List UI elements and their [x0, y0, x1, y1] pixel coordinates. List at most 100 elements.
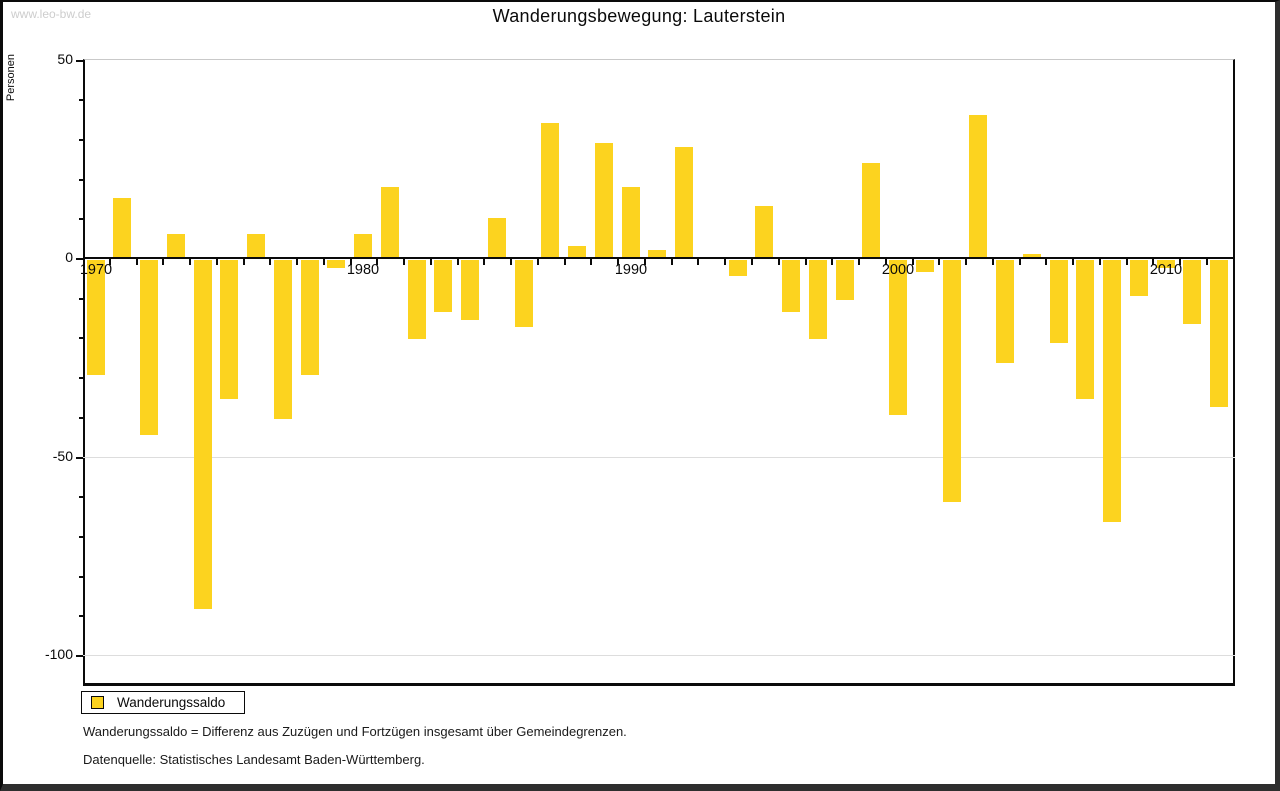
- x-tick-2003-5: [992, 259, 994, 265]
- x-tick-1989-5: [617, 259, 619, 265]
- x-tick-1982-5: [430, 259, 432, 265]
- y-tick-0: [76, 258, 83, 260]
- bar-1980: [354, 234, 372, 258]
- bar-2006: [1050, 260, 1068, 343]
- legend-label: Wanderungssaldo: [117, 695, 226, 710]
- x-tick-2001-5: [938, 259, 940, 265]
- bar-1974: [194, 260, 212, 609]
- x-tick-label-2000: 2000: [881, 262, 915, 278]
- x-tick-1985-5: [510, 259, 512, 265]
- x-tick-1999-5: [885, 259, 887, 265]
- x-tick-1978-5: [323, 259, 325, 265]
- y-tick--40: [79, 417, 83, 419]
- x-tick-1974-5: [216, 259, 218, 265]
- y-tick--10: [79, 298, 83, 300]
- bar-2011: [1183, 260, 1201, 324]
- y-tick--20: [79, 337, 83, 339]
- y-axis-label: Personen: [5, 54, 17, 102]
- bar-2003: [969, 115, 987, 258]
- bar-2002: [943, 260, 961, 502]
- x-tick-1993-5: [724, 259, 726, 265]
- bar-2008: [1103, 260, 1121, 522]
- x-tick-1973-5: [189, 259, 191, 265]
- y-tick-label--50: -50: [52, 448, 73, 464]
- bar-1994: [729, 260, 747, 276]
- x-tick-1987-5: [564, 259, 566, 265]
- x-axis-zero-line: [83, 257, 1235, 259]
- x-tick-1981-5: [403, 259, 405, 265]
- x-tick-2010-5: [1179, 259, 1181, 265]
- x-tick-2009-5: [1152, 259, 1154, 265]
- bar-2010: [1157, 260, 1175, 268]
- bar-1981: [381, 187, 399, 258]
- x-tick-1976-5: [269, 259, 271, 265]
- bar-1986: [515, 260, 533, 327]
- y-tick-50: [76, 60, 83, 62]
- bar-1985: [488, 218, 506, 258]
- x-tick-1983-5: [457, 259, 459, 265]
- x-tick-2002-5: [965, 259, 967, 265]
- bar-1988: [568, 246, 586, 258]
- bar-1997: [809, 260, 827, 339]
- x-tick-2005-5: [1045, 259, 1047, 265]
- y-tick-20: [79, 179, 83, 181]
- bar-1977: [274, 260, 292, 419]
- y-tick--50: [76, 457, 83, 459]
- bar-1996: [782, 260, 800, 312]
- bar-2000: [889, 260, 907, 415]
- bar-1972: [140, 260, 158, 435]
- x-tick-2006-5: [1072, 259, 1074, 265]
- footnote-source: Datenquelle: Statistisches Landesamt Bad…: [83, 752, 425, 767]
- legend-swatch-wanderungssaldo: [91, 696, 104, 709]
- gridline--100: [83, 655, 1235, 656]
- bar-1992: [675, 147, 693, 258]
- y-tick--100: [76, 655, 83, 657]
- chart-title: Wanderungsbewegung: Lauterstein: [492, 6, 786, 26]
- bar-1995: [755, 206, 773, 258]
- x-tick-1971-5: [136, 259, 138, 265]
- x-tick-1990-5: [644, 259, 646, 265]
- footnote-definition: Wanderungssaldo = Differenz aus Zuzügen …: [83, 724, 627, 739]
- bar-1975: [220, 260, 238, 399]
- x-tick-1979-5: [350, 259, 352, 265]
- x-tick-2007-5: [1099, 259, 1101, 265]
- y-tick-30: [79, 139, 83, 141]
- x-tick-1997-5: [831, 259, 833, 265]
- bar-1973: [167, 234, 185, 258]
- bar-2012: [1210, 260, 1228, 407]
- y-tick-40: [79, 99, 83, 101]
- bar-2007: [1076, 260, 1094, 399]
- y-tick-label-50: 50: [57, 51, 73, 67]
- y-tick-label-0: 0: [65, 249, 73, 265]
- bar-1971: [113, 198, 131, 258]
- x-tick-label-1990: 1990: [614, 262, 648, 278]
- x-tick-2000-5: [912, 259, 914, 265]
- bar-1990: [622, 187, 640, 258]
- bar-1999: [862, 163, 880, 258]
- bar-2001: [916, 260, 934, 272]
- x-tick-1977-5: [296, 259, 298, 265]
- bar-1976: [247, 234, 265, 258]
- x-tick-2008-5: [1126, 259, 1128, 265]
- x-tick-1992-5: [697, 259, 699, 265]
- y-tick-10: [79, 218, 83, 220]
- bar-1984: [461, 260, 479, 320]
- bar-1989: [595, 143, 613, 258]
- x-tick-1996-5: [805, 259, 807, 265]
- x-tick-1986-5: [537, 259, 539, 265]
- bar-2005: [1023, 254, 1041, 258]
- x-tick-1980-5: [376, 259, 378, 265]
- y-tick-label--100: -100: [44, 646, 73, 662]
- y-tick--60: [79, 496, 83, 498]
- x-tick-label-1970: 1970: [79, 262, 113, 278]
- bar-1970: [87, 260, 105, 375]
- bar-1979: [327, 260, 345, 268]
- x-tick-1998-5: [858, 259, 860, 265]
- x-tick-2004-5: [1019, 259, 1021, 265]
- x-tick-1991-5: [671, 259, 673, 265]
- x-tick-1988-5: [590, 259, 592, 265]
- bar-2004: [996, 260, 1014, 363]
- bar-2009: [1130, 260, 1148, 296]
- x-tick-2011-5: [1206, 259, 1208, 265]
